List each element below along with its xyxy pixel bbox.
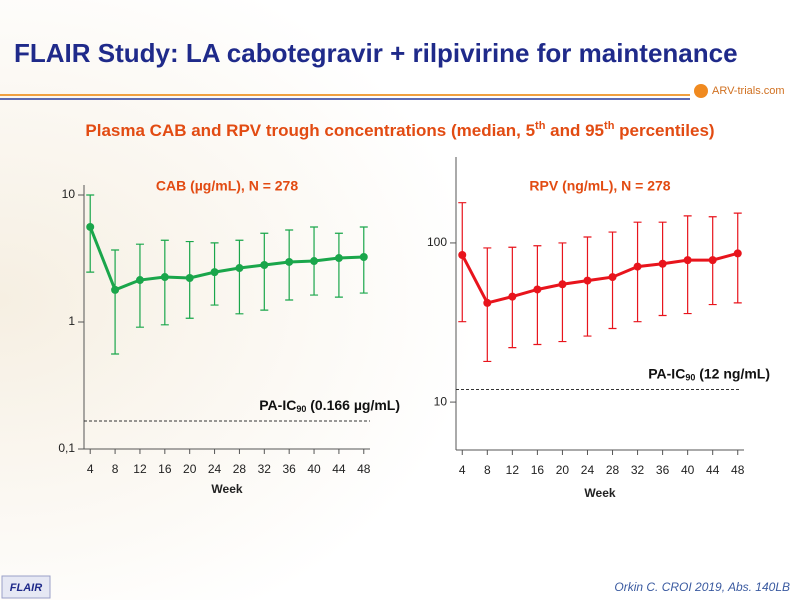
x-tick-label: 12 xyxy=(506,463,520,477)
data-point xyxy=(185,274,194,283)
data-point xyxy=(285,257,294,266)
data-point xyxy=(86,222,95,231)
x-tick-label: 36 xyxy=(656,463,670,477)
footer-tag: FLAIR xyxy=(10,582,42,594)
data-point xyxy=(708,256,717,265)
x-tick-label: 44 xyxy=(706,463,720,477)
data-point xyxy=(458,250,467,259)
error-bar xyxy=(334,232,343,298)
error-bar xyxy=(135,243,144,328)
x-tick-label: 4 xyxy=(87,462,94,476)
threshold-label-part: PA-IC xyxy=(259,397,296,413)
x-tick-label: 40 xyxy=(681,463,695,477)
y-tick-label: 100 xyxy=(427,235,447,249)
error-bar xyxy=(160,239,169,326)
citation: Orkin C. CROI 2019, Abs. 140LB xyxy=(614,580,790,594)
data-point xyxy=(111,285,120,294)
error-bar xyxy=(658,221,667,317)
x-tick-label: 12 xyxy=(133,462,147,476)
threshold-label-part: PA-IC xyxy=(648,365,685,381)
data-point xyxy=(235,264,244,273)
error-bar xyxy=(533,245,542,346)
subtitle-superscript: th xyxy=(535,120,546,132)
x-tick-label: 32 xyxy=(258,462,272,476)
x-tick-label: 28 xyxy=(233,462,247,476)
x-tick-label: 32 xyxy=(631,463,645,477)
chart-title: RPV (ng/mL), N = 278 xyxy=(529,178,670,194)
data-point xyxy=(683,256,692,265)
data-point xyxy=(658,259,667,268)
subtitle-part: Plasma CAB and RPV trough concentrations… xyxy=(85,121,535,140)
x-axis-label: Week xyxy=(211,482,242,496)
y-tick-label: 1 xyxy=(68,314,75,328)
data-point xyxy=(633,262,642,271)
x-tick-label: 36 xyxy=(282,462,296,476)
x-tick-label: 40 xyxy=(307,462,321,476)
x-tick-label: 16 xyxy=(158,462,172,476)
x-tick-label: 16 xyxy=(531,463,545,477)
data-point xyxy=(558,280,567,289)
data-point xyxy=(310,257,319,266)
x-axis-label: Week xyxy=(584,486,615,500)
error-bar xyxy=(260,232,269,311)
data-point xyxy=(733,249,742,258)
threshold-label: PA-IC90 (0.166 µg/mL) xyxy=(259,397,400,415)
x-tick-label: 48 xyxy=(357,462,371,476)
data-point xyxy=(483,298,492,307)
x-tick-label: 24 xyxy=(208,462,222,476)
x-tick-label: 8 xyxy=(484,463,491,477)
x-tick-label: 44 xyxy=(332,462,346,476)
data-point xyxy=(160,273,169,282)
threshold-label-part: (0.166 µg/mL) xyxy=(306,397,400,413)
logo-icon xyxy=(694,84,708,98)
error-bar xyxy=(86,194,95,273)
error-bar xyxy=(235,239,244,315)
x-tick-label: 20 xyxy=(556,463,570,477)
data-point xyxy=(210,268,219,277)
y-tick-label: 10 xyxy=(434,394,448,408)
x-tick-label: 24 xyxy=(581,463,595,477)
error-bar xyxy=(733,212,742,304)
data-point xyxy=(135,276,144,285)
x-tick-label: 4 xyxy=(459,463,466,477)
data-point xyxy=(359,252,368,261)
error-bar xyxy=(458,202,467,323)
data-point xyxy=(583,276,592,285)
data-point xyxy=(260,261,269,270)
error-bar xyxy=(558,242,567,343)
threshold-label: PA-IC90 (12 ng/mL) xyxy=(648,365,770,383)
subtitle-part: percentiles) xyxy=(614,121,714,140)
threshold-label-part: (12 ng/mL) xyxy=(695,365,770,381)
error-bar xyxy=(683,215,692,315)
data-point xyxy=(608,273,617,282)
error-bar xyxy=(633,221,642,323)
x-tick-label: 48 xyxy=(731,463,745,477)
y-tick-label: 10 xyxy=(62,187,76,201)
x-tick-label: 8 xyxy=(112,462,119,476)
data-point xyxy=(533,285,542,294)
threshold-label-subscript: 90 xyxy=(685,373,695,383)
data-point xyxy=(508,292,517,301)
x-tick-label: 20 xyxy=(183,462,197,476)
logo: ARV-trials.com xyxy=(712,85,785,97)
series-line xyxy=(88,226,364,292)
x-tick-label: 28 xyxy=(606,463,620,477)
error-bar xyxy=(583,236,592,337)
subtitle: Plasma CAB and RPV trough concentrations… xyxy=(85,120,714,141)
series-line xyxy=(460,251,739,305)
threshold-label-subscript: 90 xyxy=(296,404,306,414)
slide-title: FLAIR Study: LA cabotegravir + rilpiviri… xyxy=(14,38,738,68)
footer-tag-box xyxy=(1,575,51,599)
data-point xyxy=(334,254,343,263)
y-tick-label: 0,1 xyxy=(58,441,75,455)
chart-title: CAB (µg/mL), N = 278 xyxy=(156,178,298,194)
error-bar xyxy=(111,249,120,355)
subtitle-part: and 95 xyxy=(545,121,604,140)
subtitle-superscript: th xyxy=(604,120,615,132)
